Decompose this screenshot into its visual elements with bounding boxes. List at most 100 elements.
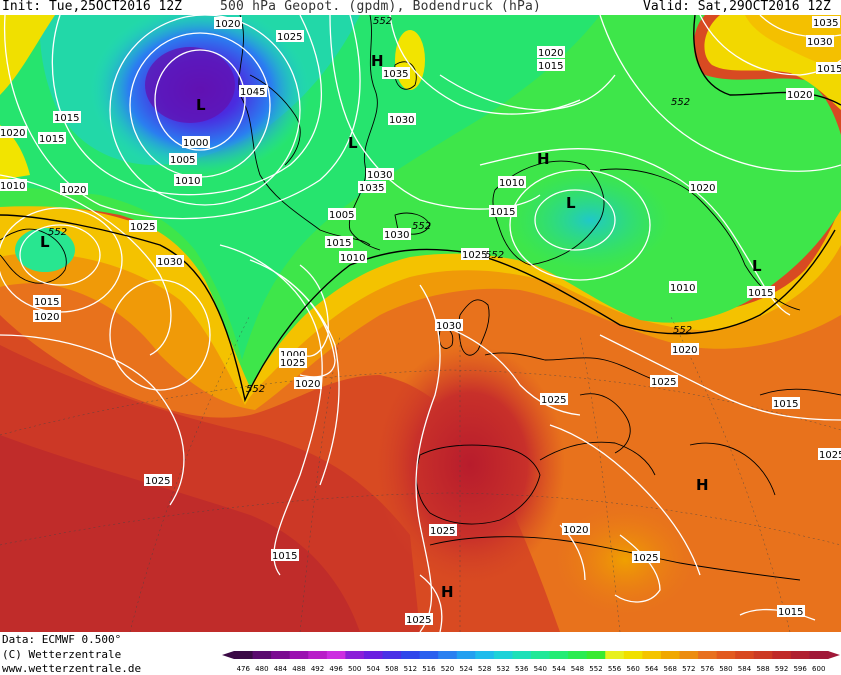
low-center-marker: L bbox=[196, 96, 206, 114]
scale-tick-label: 556 bbox=[608, 665, 622, 673]
turkey-coast bbox=[689, 442, 776, 496]
isobar-label: 1010 bbox=[340, 253, 365, 264]
high-center-marker: H bbox=[537, 150, 550, 168]
website-link[interactable]: www.wetterzentrale.de bbox=[2, 662, 142, 675]
isobar-label: 1030 bbox=[384, 230, 409, 241]
scale-swatch bbox=[308, 651, 328, 659]
isobar-label: 1010 bbox=[175, 176, 200, 187]
scale-tick-label: 476 bbox=[237, 665, 251, 673]
isobar-label: 1030 bbox=[389, 115, 414, 126]
scale-swatch bbox=[679, 651, 699, 659]
isobar-label: 1005 bbox=[329, 210, 354, 221]
isobar-label: 1045 bbox=[240, 87, 265, 98]
iberia-coast bbox=[415, 444, 541, 525]
scale-tick-label: 548 bbox=[571, 665, 584, 673]
iberia-red-core bbox=[375, 345, 565, 585]
scale-swatch bbox=[289, 651, 309, 659]
scale-tick-label: 512 bbox=[404, 665, 417, 673]
scale-tick-label: 544 bbox=[552, 665, 566, 673]
baffin-coast bbox=[249, 74, 301, 166]
scale-swatch bbox=[716, 651, 736, 659]
isobar-label: 1020 bbox=[787, 90, 812, 101]
isobar-label: 1025 bbox=[130, 222, 155, 233]
forecast-map: 1020 1025 1035 1020 1015 1030 1015 1015 … bbox=[0, 15, 841, 632]
scale-tick-label: 516 bbox=[422, 665, 436, 673]
scale-swatch bbox=[401, 651, 421, 659]
isobar-1025-morocco bbox=[419, 574, 443, 632]
scale-tick-label: 588 bbox=[756, 665, 769, 673]
scale-swatch bbox=[438, 651, 458, 659]
isobar-label: 1020 bbox=[295, 379, 320, 390]
scale-swatch bbox=[605, 651, 625, 659]
high-center-marker: H bbox=[696, 476, 709, 494]
north-europe-coast bbox=[484, 352, 656, 381]
copyright-label: (C) Wetterzentrale bbox=[2, 648, 122, 661]
coastlines bbox=[0, 15, 841, 581]
scale-swatch bbox=[735, 651, 755, 659]
isobars bbox=[0, 15, 841, 632]
scale-swatch bbox=[234, 651, 254, 659]
scale-tick-label: 584 bbox=[738, 665, 752, 673]
scale-swatch bbox=[419, 651, 439, 659]
isobar-label: 1035 bbox=[383, 69, 408, 80]
isobar-1020-east bbox=[479, 148, 791, 316]
isobar-label: 1015 bbox=[538, 61, 563, 72]
scale-tick-label: 520 bbox=[441, 665, 454, 673]
isobar-label: 1015 bbox=[34, 297, 59, 308]
color-scale-legend: 476 480 484 488 492 496 500 504 508 512 516 520 524 5… bbox=[222, 650, 840, 675]
contour-552 bbox=[0, 214, 836, 403]
contour-label: 552 bbox=[48, 227, 67, 238]
scale-tick-label: 572 bbox=[682, 665, 695, 673]
scale-tick-label: 576 bbox=[701, 665, 715, 673]
scale-swatch bbox=[456, 651, 476, 659]
isobar-label: 1025 bbox=[633, 553, 658, 564]
scale-arrow-left bbox=[222, 651, 234, 659]
color-scale-bar: 476 480 484 488 492 496 500 504 508 512 516 520 524 5… bbox=[222, 651, 840, 673]
graticule-lon-40w bbox=[129, 314, 251, 632]
scale-swatch bbox=[772, 651, 792, 659]
scale-swatch bbox=[623, 651, 643, 659]
isobar-label: 1010 bbox=[670, 283, 695, 294]
isobar-1005-mid bbox=[279, 274, 336, 378]
isobar-label: 1020 bbox=[215, 19, 240, 30]
map-title: 500 hPa Geopot. (gpdm), Bodendruck (hPa) bbox=[220, 0, 542, 14]
isobar-label: 1030 bbox=[436, 321, 461, 332]
mediterranean-north-coast bbox=[539, 441, 656, 476]
isobar-labels: 1020 1025 1035 1020 1015 1030 1015 1015 … bbox=[0, 16, 841, 626]
graticule-lat-40 bbox=[0, 369, 841, 436]
low-center-marker: L bbox=[752, 257, 762, 275]
valid-time-label: Valid: Sat,29OCT2016 12Z bbox=[643, 0, 831, 14]
scale-tick-label: 540 bbox=[534, 665, 547, 673]
deep-low-center bbox=[145, 47, 235, 123]
scale-tick-label: 552 bbox=[589, 665, 602, 673]
contour-label: 552 bbox=[485, 250, 504, 261]
isobar-label: 1015 bbox=[326, 238, 351, 249]
baltic-low-tint bbox=[510, 170, 670, 270]
isobar-label: 1015 bbox=[490, 207, 515, 218]
scale-swatch bbox=[790, 651, 810, 659]
isobar-label: 1015 bbox=[748, 288, 773, 299]
scale-swatch bbox=[271, 651, 291, 659]
scale-tick-label: 592 bbox=[775, 665, 788, 673]
isobar-label: 1025 bbox=[145, 476, 170, 487]
scale-swatch bbox=[363, 651, 383, 659]
isobar-baltic-low-1010 bbox=[534, 189, 616, 251]
labrador-low-tint bbox=[15, 228, 75, 272]
isobar-label: 1010 bbox=[0, 181, 25, 192]
yellow-west bbox=[0, 125, 30, 180]
scale-swatch bbox=[326, 651, 346, 659]
scale-arrow-right bbox=[828, 651, 840, 659]
isobar-label: 1020 bbox=[61, 185, 86, 196]
scale-tick-label: 480 bbox=[255, 665, 268, 673]
high-center-marker: H bbox=[371, 52, 384, 70]
isobar-label: 1000 bbox=[183, 138, 208, 149]
yellow-northwest bbox=[0, 15, 55, 95]
italy-coast bbox=[579, 393, 631, 454]
isobar-label: 1030 bbox=[367, 170, 392, 181]
contour-label: 552 bbox=[246, 384, 265, 395]
darkred-southwest bbox=[0, 435, 360, 632]
contour-label: 552 bbox=[373, 16, 392, 27]
isobar-1030-europe bbox=[439, 324, 581, 416]
isobar-label: 1030 bbox=[157, 257, 182, 268]
graticule-lon-20w bbox=[299, 334, 341, 632]
